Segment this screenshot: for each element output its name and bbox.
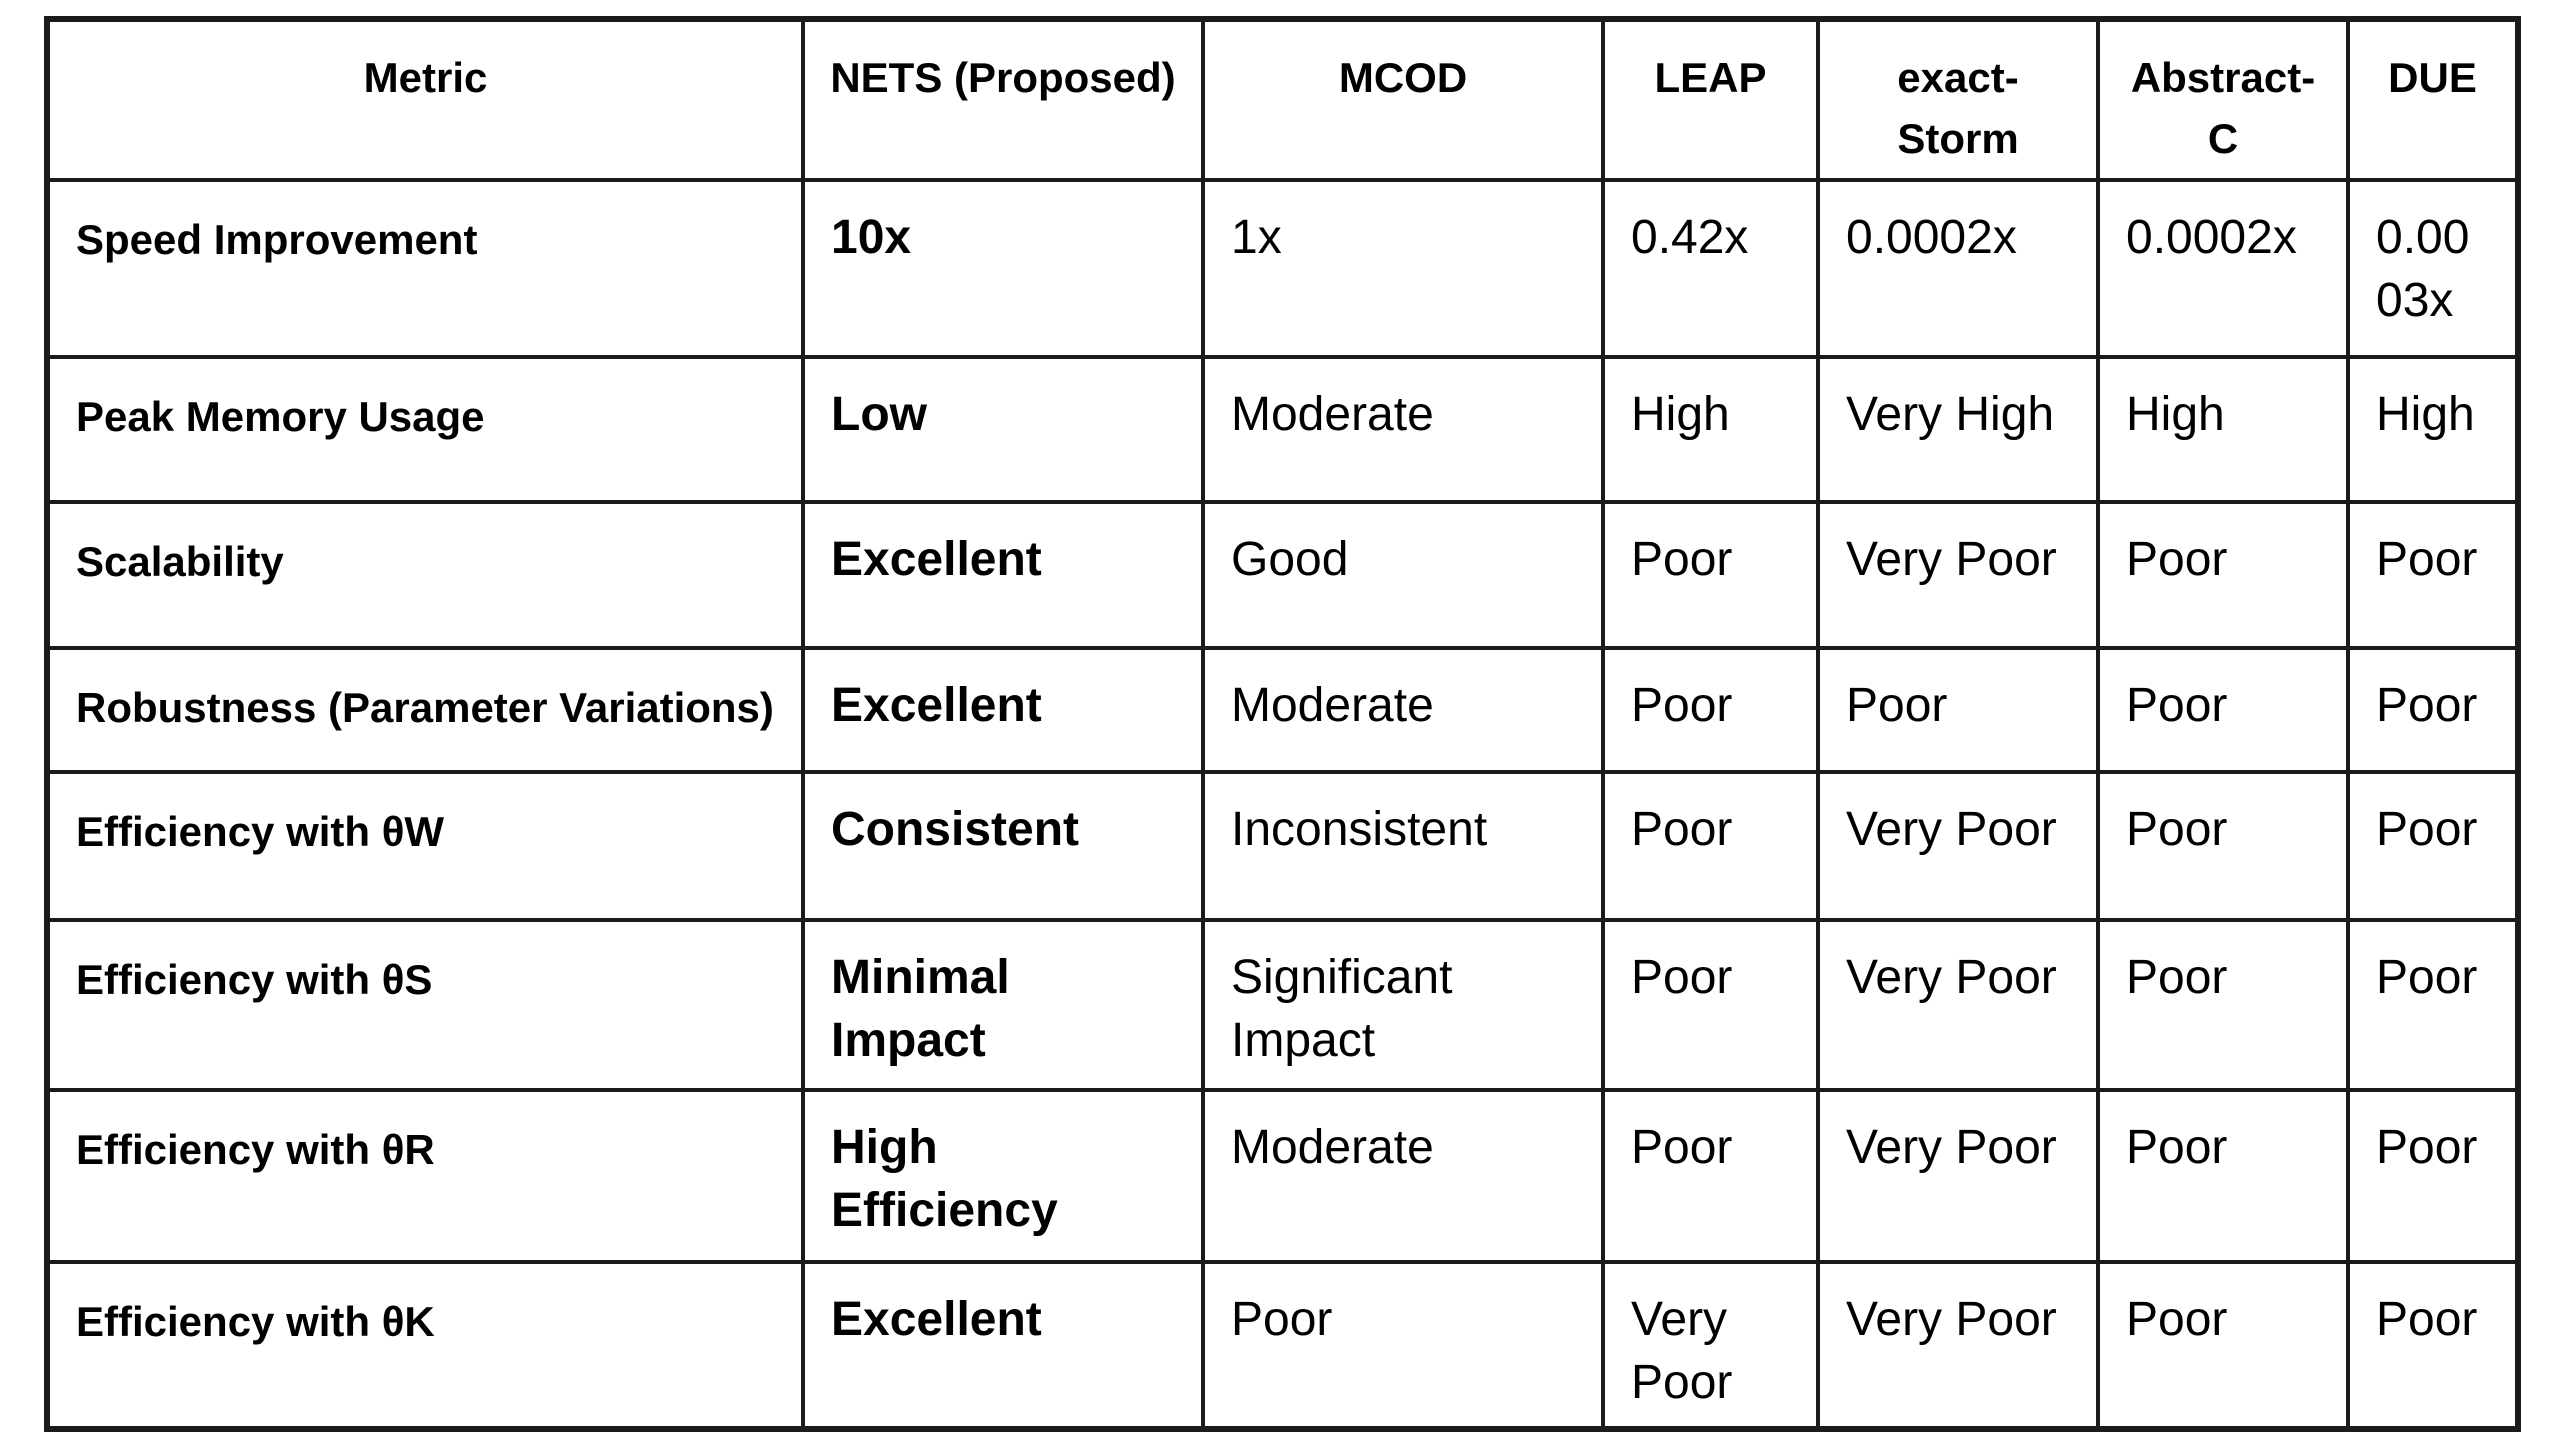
column-header-exact-storm: exact- Storm <box>1816 17 2100 182</box>
value-cell-exact-storm: Very Poor <box>1816 499 2100 650</box>
value-cell-mcod: Significant Impact <box>1201 917 1605 1092</box>
table-row-efficiency-theta-r: Efficiency with θR High Efficiency Moder… <box>45 1087 2520 1264</box>
value-cell-leap: Poor <box>1601 499 1820 650</box>
value-cell-due: Poor <box>2346 1087 2520 1264</box>
value-cell-nets: Excellent <box>801 1259 1205 1431</box>
table-row-efficiency-theta-w: Efficiency with θW Consistent Inconsiste… <box>45 769 2520 922</box>
value-cell-exact-storm: 0.0002x <box>1816 177 2100 359</box>
metric-label: Efficiency with θR <box>45 1087 805 1264</box>
column-header-leap: LEAP <box>1601 17 1820 182</box>
value-cell-due: Poor <box>2346 1259 2520 1431</box>
metric-label: Peak Memory Usage <box>45 354 805 504</box>
metric-label: Efficiency with θW <box>45 769 805 922</box>
table-row-efficiency-theta-k: Efficiency with θK Excellent Poor Very P… <box>45 1259 2520 1431</box>
value-cell-leap: 0.42x <box>1601 177 1820 359</box>
table-header-row: Metric NETS (Proposed) MCOD LEAP exact- … <box>45 17 2520 182</box>
metric-label: Speed Improvement <box>45 177 805 359</box>
table-row-efficiency-theta-s: Efficiency with θS Minimal Impact Signif… <box>45 917 2520 1092</box>
value-cell-due: Poor <box>2346 645 2520 774</box>
value-cell-abstract-c: Poor <box>2096 499 2350 650</box>
value-cell-nets: Low <box>801 354 1205 504</box>
value-cell-leap: High <box>1601 354 1820 504</box>
value-cell-nets: High Efficiency <box>801 1087 1205 1264</box>
value-cell-abstract-c: Poor <box>2096 1087 2350 1264</box>
table-row-speed-improvement: Speed Improvement 10x 1x 0.42x 0.0002x 0… <box>45 177 2520 359</box>
column-header-nets: NETS (Proposed) <box>801 17 1205 182</box>
value-cell-exact-storm: Poor <box>1816 645 2100 774</box>
metric-label: Efficiency with θS <box>45 917 805 1092</box>
value-cell-exact-storm: Very Poor <box>1816 917 2100 1092</box>
value-cell-abstract-c: Poor <box>2096 645 2350 774</box>
value-cell-nets: 10x <box>801 177 1205 359</box>
metric-label: Robustness (Parameter Variations) <box>45 645 805 774</box>
value-cell-exact-storm: Very Poor <box>1816 1087 2100 1264</box>
value-cell-mcod: Inconsistent <box>1201 769 1605 922</box>
value-cell-abstract-c: High <box>2096 354 2350 504</box>
value-cell-due: Poor <box>2346 769 2520 922</box>
table-row-peak-memory-usage: Peak Memory Usage Low Moderate High Very… <box>45 354 2520 504</box>
value-cell-exact-storm: Very Poor <box>1816 769 2100 922</box>
value-cell-nets: Consistent <box>801 769 1205 922</box>
comparison-table: Metric NETS (Proposed) MCOD LEAP exact- … <box>44 16 2521 1432</box>
table-row-robustness: Robustness (Parameter Variations) Excell… <box>45 645 2520 774</box>
value-cell-mcod: Moderate <box>1201 354 1605 504</box>
value-cell-exact-storm: Very Poor <box>1816 1259 2100 1431</box>
table-row-scalability: Scalability Excellent Good Poor Very Poo… <box>45 499 2520 650</box>
value-cell-mcod: Good <box>1201 499 1605 650</box>
value-cell-mcod: Poor <box>1201 1259 1605 1431</box>
column-header-abstract-c: Abstract- C <box>2096 17 2350 182</box>
value-cell-due: Poor <box>2346 499 2520 650</box>
value-cell-leap: Poor <box>1601 645 1820 774</box>
column-header-due: DUE <box>2346 17 2520 182</box>
value-cell-leap: Poor <box>1601 769 1820 922</box>
value-cell-abstract-c: Poor <box>2096 917 2350 1092</box>
value-cell-leap: Very Poor <box>1601 1259 1820 1431</box>
metric-label: Scalability <box>45 499 805 650</box>
column-header-mcod: MCOD <box>1201 17 1605 182</box>
value-cell-nets: Excellent <box>801 645 1205 774</box>
value-cell-leap: Poor <box>1601 1087 1820 1264</box>
value-cell-nets: Minimal Impact <box>801 917 1205 1092</box>
value-cell-mcod: Moderate <box>1201 645 1605 774</box>
value-cell-nets: Excellent <box>801 499 1205 650</box>
value-cell-mcod: Moderate <box>1201 1087 1605 1264</box>
value-cell-due: Poor <box>2346 917 2520 1092</box>
value-cell-abstract-c: 0.0002x <box>2096 177 2350 359</box>
value-cell-due: High <box>2346 354 2520 504</box>
metric-label: Efficiency with θK <box>45 1259 805 1431</box>
value-cell-due: 0.00 03x <box>2346 177 2520 359</box>
value-cell-leap: Poor <box>1601 917 1820 1092</box>
column-header-metric: Metric <box>45 17 805 182</box>
value-cell-exact-storm: Very High <box>1816 354 2100 504</box>
value-cell-abstract-c: Poor <box>2096 769 2350 922</box>
value-cell-mcod: 1x <box>1201 177 1605 359</box>
value-cell-abstract-c: Poor <box>2096 1259 2350 1431</box>
